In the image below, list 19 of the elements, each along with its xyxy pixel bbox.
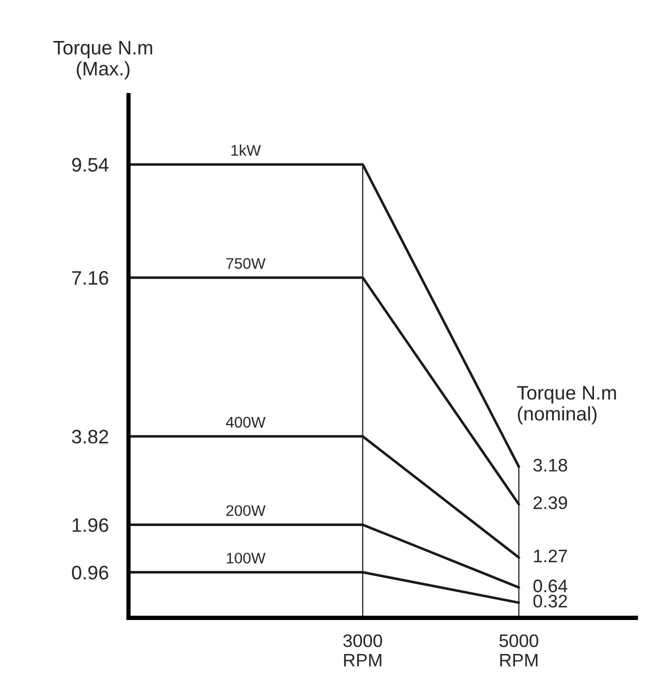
data-label: 0.64	[533, 580, 568, 592]
x-tick-label: 5000 RPM	[499, 634, 538, 666]
data-label: 0.32	[533, 594, 567, 608]
y-tick-label: 9.54	[72, 158, 108, 172]
data-label: 3.18	[533, 458, 568, 472]
y-axis-title: Torque N.m (Max.)	[53, 41, 152, 80]
y-tick-label: 7.16	[72, 271, 108, 285]
y-tick-label: 3.82	[72, 430, 108, 444]
series-label: 100W	[226, 552, 266, 564]
series-label: 200W	[226, 505, 266, 516]
series-label: 750W	[226, 258, 266, 269]
x-tick-label: 3000 RPM	[343, 634, 382, 666]
y-tick-label: 1.96	[72, 518, 108, 532]
y-tick-label: 0.96	[72, 566, 108, 580]
series-label: 400W	[226, 416, 266, 428]
data-label: 1.27	[534, 550, 567, 562]
annotation: Torque N.m (nominal)	[517, 386, 616, 424]
series-label: 1kW	[231, 144, 261, 156]
data-label: 2.39	[534, 496, 568, 510]
